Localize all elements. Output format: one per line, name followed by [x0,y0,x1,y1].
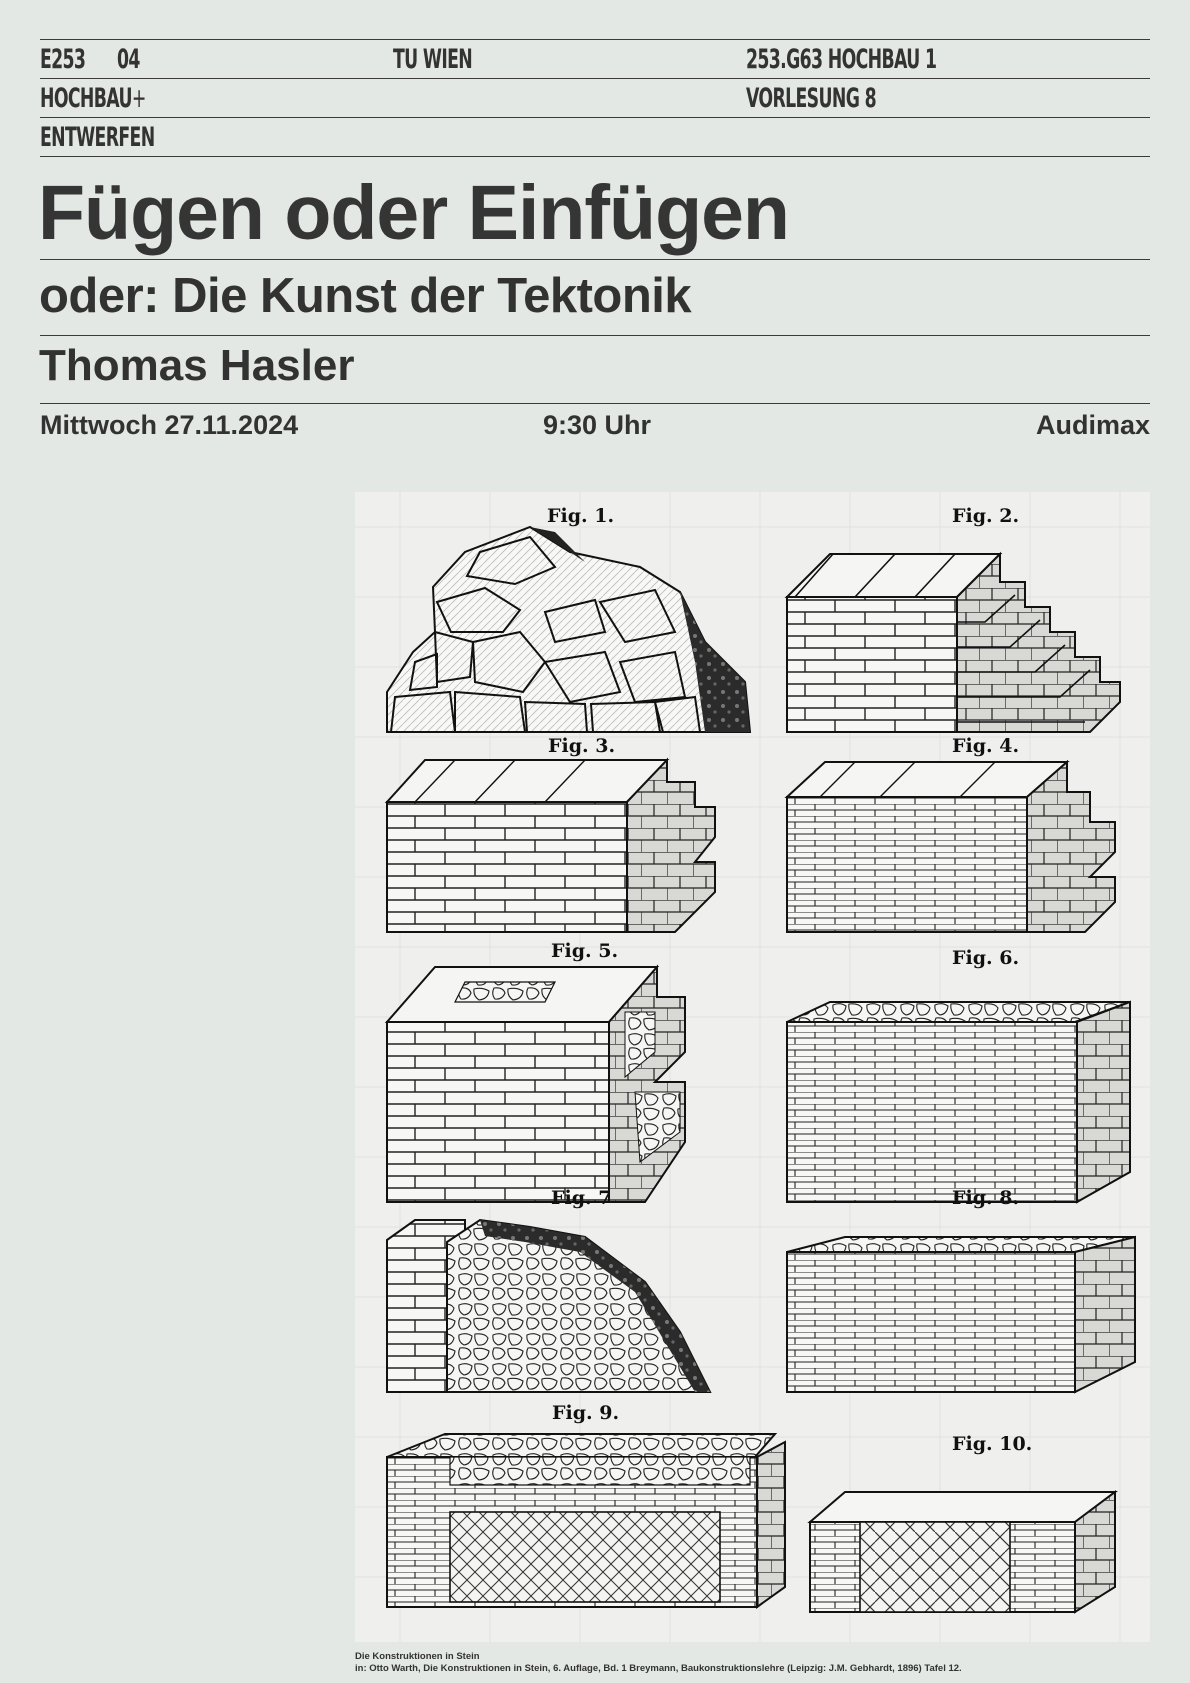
figure-10-herringbone-wall: Fig. 10. [807,1433,1118,1614]
figure-6-wall-with-core: Fig. 6. [786,947,1131,1204]
page-title: Fügen oder Einfügen [38,170,790,256]
institute-name-line1: HOCHBAU+ [40,84,146,114]
figure-8-label: Fig. 8. [952,1187,1019,1209]
event-date: Mittwoch 27.11.2024 [40,410,299,440]
figure-5-wall-with-infill: Fig. 5. [384,940,686,1203]
institute-number: 04 [117,44,140,75]
event-location: Audimax [1035,410,1150,440]
course-code: 253.G63 HOCHBAU 1 [746,44,937,75]
figure-6-label: Fig. 6. [952,947,1019,969]
figure-1-label: Fig. 1. [547,505,614,527]
institute-code: E253 [40,44,86,75]
figure-4-label: Fig. 4. [952,735,1019,757]
figure-3-label: Fig. 3. [548,735,615,757]
caption-source: in: Otto Warth, Die Konstruktionen in St… [355,1663,962,1674]
figure-7-rubble-wall: Fig. 7 [386,1187,712,1393]
figure-2-stepped-block: Fig. 2. [784,505,1121,733]
plus-sign: + [131,83,146,114]
header-rule-1 [40,39,1150,40]
figure-1-cyclopean-wall: Fig. 1. [386,505,752,733]
event-time: 9:30 Uhr [543,410,652,440]
subtitle-rule [40,335,1150,336]
header-rule-4 [40,156,1150,157]
header-rule-3 [40,117,1150,118]
figure-5-label: Fig. 5. [551,940,618,962]
figure-7-label: Fig. 7 [551,1187,611,1209]
figure-10-label: Fig. 10. [952,1433,1032,1455]
figure-9-label: Fig. 9. [552,1402,619,1424]
header-rule-2 [40,78,1150,79]
institute-name-text: HOCHBAU [40,83,132,114]
figure-8-layered-wall: Fig. 8. [786,1187,1136,1394]
page-subtitle: oder: Die Kunst der Tektonik [39,269,692,323]
title-rule [40,259,1150,260]
university-name: TU WIEN [393,44,473,75]
figure-9-cross-hatched-wall: Fig. 9. [386,1402,786,1609]
masonry-plate-image: Fig. 1. Fig. 2. Fig. 3. Fig. 4. [355,492,1150,1642]
institute-name-line2: ENTWERFEN [40,122,155,153]
illustration-plate: Fig. 1. Fig. 2. Fig. 3. Fig. 4. [355,492,1150,1642]
figure-3-brick-bond: Fig. 3. [384,735,716,933]
speaker-rule [40,403,1150,404]
figure-4-brick-bond: Fig. 4. [784,735,1116,933]
caption-title: Die Konstruktionen in Stein [355,1651,480,1662]
lecture-number: VORLESUNG 8 [746,83,877,114]
figure-2-label: Fig. 2. [952,505,1019,527]
image-caption: Die Konstruktionen in Stein in: Otto War… [355,1651,962,1675]
speaker-name: Thomas Hasler [39,341,355,390]
